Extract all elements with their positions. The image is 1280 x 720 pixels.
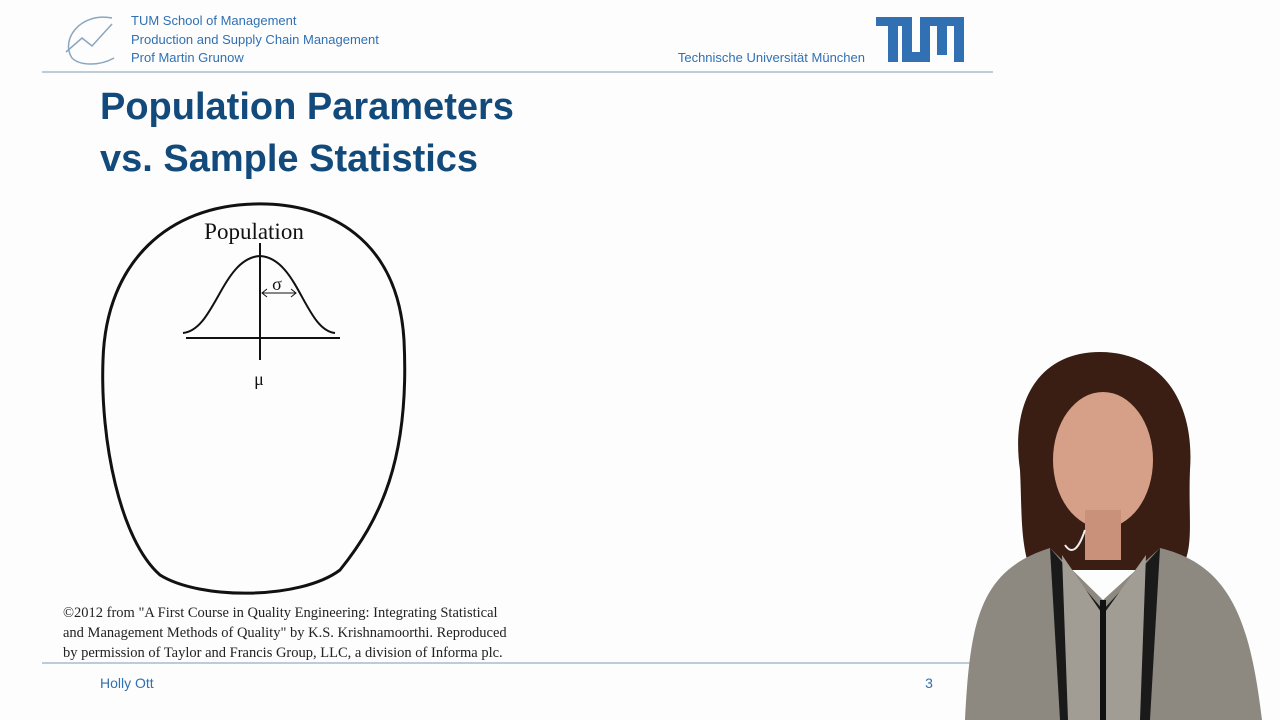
mu-label: μ	[254, 369, 264, 389]
header-line: Prof Martin Grunow	[131, 50, 244, 65]
speaker-name: Holly Ott	[100, 675, 154, 691]
university-name: Technische Universität München	[678, 50, 865, 65]
school-logo	[65, 16, 115, 65]
credit-line: by permission of Taylor and Francis Grou…	[63, 645, 503, 661]
slide-title: Population Parameters	[100, 86, 514, 128]
population-outline	[101, 202, 407, 595]
sigma-arrowheads	[261, 288, 297, 298]
sigma-label: σ	[272, 274, 282, 294]
population-label: Population	[204, 219, 304, 244]
credit-line: and Management Methods of Quality" by K.…	[63, 625, 507, 641]
header-line: TUM School of Management	[131, 13, 297, 28]
page-number: 3	[925, 675, 933, 691]
tum-logo	[876, 17, 964, 62]
credit-line: ©2012 from "A First Course in Quality En…	[63, 605, 498, 621]
header-line: Production and Supply Chain Management	[131, 32, 379, 47]
presenter	[965, 352, 1262, 720]
slide-title: vs. Sample Statistics	[100, 138, 478, 180]
